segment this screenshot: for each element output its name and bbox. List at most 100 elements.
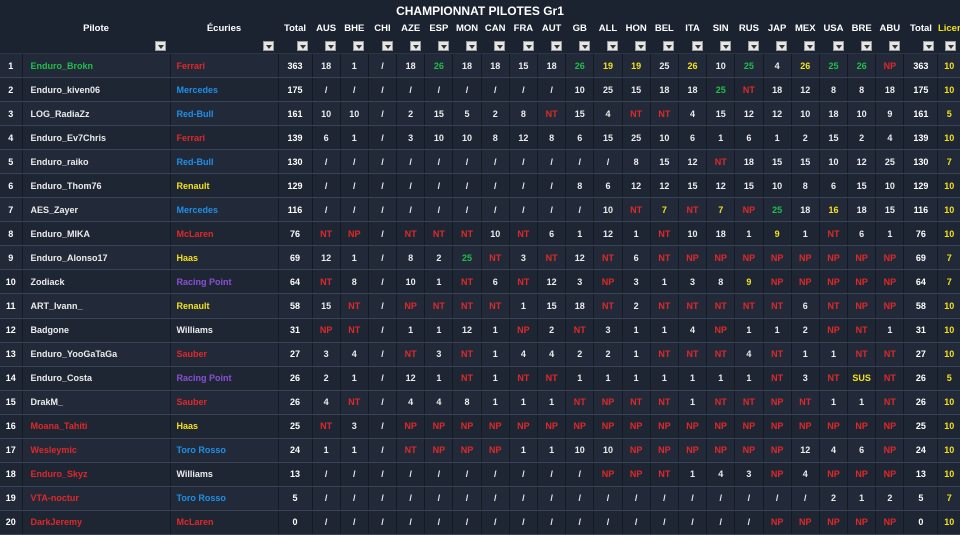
filter-icon[interactable] bbox=[776, 41, 788, 51]
pilot-cell: Badgone bbox=[21, 318, 170, 343]
race-result-cell: NT bbox=[452, 366, 482, 391]
race-result-cell: 15 bbox=[311, 293, 341, 319]
total-cell: 116 bbox=[277, 197, 312, 223]
license-cell: 5 bbox=[937, 101, 960, 127]
filter-icon[interactable] bbox=[945, 41, 956, 51]
race-result-cell: 12 bbox=[762, 101, 792, 127]
race-result-cell: NT bbox=[339, 318, 369, 343]
race-header-jap: JAP bbox=[763, 20, 792, 54]
race-result-cell: 3 bbox=[621, 269, 651, 295]
filter-icon[interactable] bbox=[804, 41, 816, 51]
license-cell: 10 bbox=[937, 53, 960, 79]
filter-icon[interactable] bbox=[381, 41, 393, 51]
rank-cell: 16 bbox=[0, 414, 22, 439]
race-result-cell: NP bbox=[847, 269, 876, 295]
rank-cell: 20 bbox=[0, 510, 22, 535]
race-result-cell: 2 bbox=[790, 125, 820, 151]
race-result-cell: 15 bbox=[565, 101, 594, 127]
race-result-cell: 18 bbox=[847, 197, 876, 223]
team-cell: Sauber bbox=[169, 390, 278, 415]
filter-icon[interactable] bbox=[663, 41, 675, 51]
race-result-cell: / bbox=[311, 486, 341, 511]
race-result-cell: 12 bbox=[452, 318, 482, 343]
race-result-cell: 18 bbox=[875, 77, 904, 103]
race-header-label: AUT bbox=[541, 23, 562, 34]
race-header-label: MEX bbox=[794, 23, 816, 34]
filter-icon[interactable] bbox=[635, 41, 647, 51]
filter-icon[interactable] bbox=[353, 41, 365, 51]
race-result-cell: / bbox=[367, 486, 397, 511]
filter-icon[interactable] bbox=[522, 41, 534, 51]
total2-header-label: Total bbox=[909, 23, 932, 34]
rank-cell: 9 bbox=[0, 245, 22, 271]
team-cell: Toro Rosso bbox=[169, 438, 278, 463]
table-row: 1 Enduro_Brokn Ferrari 363 18 1/18 26 18 18 15 18 2… bbox=[0, 53, 960, 79]
total2-cell: 58 bbox=[903, 293, 938, 319]
filter-icon[interactable] bbox=[748, 41, 759, 51]
filter-icon[interactable] bbox=[437, 41, 449, 51]
race-header-bhe: BHE bbox=[340, 20, 369, 54]
race-result-cell: NP bbox=[818, 245, 848, 271]
filter-icon[interactable] bbox=[550, 41, 562, 51]
race-result-cell: 26 bbox=[677, 53, 707, 79]
filter-icon[interactable] bbox=[888, 41, 900, 51]
race-result-cell: 15 bbox=[706, 101, 735, 127]
race-result-cell: NP bbox=[762, 245, 792, 271]
team-cell: Racing Point bbox=[169, 269, 278, 295]
filter-icon[interactable] bbox=[409, 41, 421, 51]
filter-icon[interactable] bbox=[466, 41, 478, 51]
pilot-cell: Enduro_Ev7Chris bbox=[21, 125, 170, 151]
race-header-hon: HON bbox=[622, 20, 651, 54]
race-result-cell: 1 bbox=[734, 221, 763, 247]
race-result-cell: 1 bbox=[875, 221, 904, 247]
race-result-cell: 1 bbox=[480, 342, 510, 367]
race-result-cell: NT bbox=[649, 462, 679, 487]
race-result-cell: 15 bbox=[424, 101, 453, 127]
filter-icon[interactable] bbox=[922, 41, 934, 51]
race-result-cell: / bbox=[508, 149, 538, 175]
filter-icon[interactable] bbox=[832, 41, 844, 51]
race-result-cell: NT bbox=[875, 366, 904, 391]
race-result-cell: 10 bbox=[311, 101, 341, 127]
race-result-cell: 1 bbox=[677, 390, 707, 415]
pilote-filter-icon[interactable] bbox=[155, 41, 166, 51]
race-result-cell: 9 bbox=[875, 101, 904, 127]
race-result-cell: NP bbox=[875, 245, 904, 271]
filter-icon[interactable] bbox=[578, 41, 590, 51]
filter-icon[interactable] bbox=[860, 41, 872, 51]
race-result-cell: 15 bbox=[649, 149, 679, 175]
pilot-cell: Enduro_Alonso17 bbox=[21, 245, 170, 271]
race-result-cell: / bbox=[734, 486, 763, 511]
race-result-cell: NT bbox=[593, 245, 623, 271]
filter-icon[interactable] bbox=[607, 41, 619, 51]
total-sort-filter-icon[interactable] bbox=[297, 41, 308, 51]
filter-icon[interactable] bbox=[494, 41, 506, 51]
race-result-cell: 1 bbox=[621, 318, 651, 343]
race-result-cell: 9 bbox=[762, 221, 792, 247]
race-result-cell: 18 bbox=[790, 197, 820, 223]
race-result-cell: 10 bbox=[706, 53, 735, 79]
pilot-cell: Wesleymic bbox=[21, 438, 170, 463]
race-result-cell: / bbox=[339, 486, 369, 511]
race-result-cell: 3 bbox=[593, 318, 623, 343]
license-cell: 10 bbox=[937, 462, 960, 487]
standings-table: Pilote Écuries Total AUS BHE CHI AZE ESP MON C… bbox=[0, 20, 960, 535]
filter-icon[interactable] bbox=[691, 41, 703, 51]
race-result-cell: NT bbox=[565, 318, 594, 343]
race-result-cell: / bbox=[452, 197, 482, 223]
race-result-cell: NT bbox=[762, 366, 792, 391]
pilot-cell: DrakM_ bbox=[21, 390, 170, 415]
race-result-cell: / bbox=[649, 486, 679, 511]
race-result-cell: 4 bbox=[424, 390, 453, 415]
race-result-cell: 15 bbox=[790, 149, 820, 175]
race-result-cell: / bbox=[311, 149, 341, 175]
race-result-cell: 5 bbox=[452, 101, 482, 127]
rank-cell: 7 bbox=[0, 197, 22, 223]
race-result-cell: / bbox=[565, 462, 594, 487]
filter-icon[interactable] bbox=[719, 41, 731, 51]
license-cell: 10 bbox=[937, 510, 960, 535]
race-result-cell: NT bbox=[452, 269, 482, 295]
race-result-cell: NP bbox=[875, 414, 904, 439]
ecuries-filter-icon[interactable] bbox=[263, 41, 274, 51]
filter-icon[interactable] bbox=[325, 41, 337, 51]
